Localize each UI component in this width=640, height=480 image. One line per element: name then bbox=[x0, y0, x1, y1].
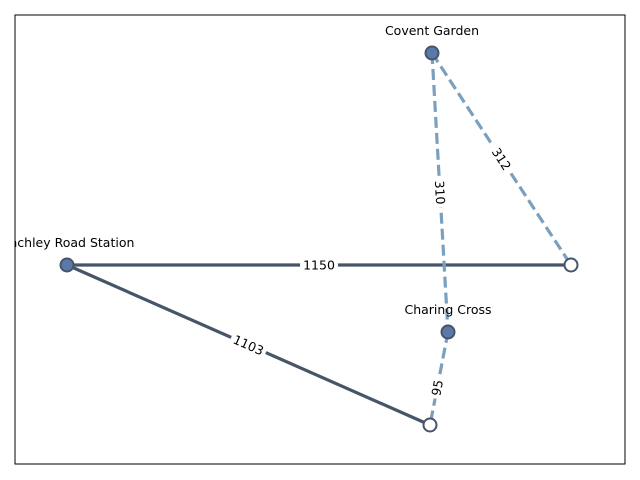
node-label-finchley-road-station: Finchley Road Station bbox=[0, 235, 134, 250]
edges-layer bbox=[66, 52, 573, 427]
edge-labels-layer: 1150 1103 310 312 95 bbox=[227, 141, 517, 401]
edge-label-background bbox=[300, 256, 338, 274]
nodes-layer bbox=[59, 45, 579, 433]
edge-label-310: 310 bbox=[432, 180, 448, 205]
edge-label-group: 1150 bbox=[300, 256, 338, 274]
node-charing bbox=[440, 324, 456, 340]
edge-covent-east bbox=[430, 52, 573, 266]
edge-label-group: 1103 bbox=[227, 329, 270, 361]
node-covent bbox=[424, 45, 440, 61]
edge-label-group: 310 bbox=[430, 177, 450, 208]
node-south bbox=[422, 417, 438, 433]
node-labels-layer: Covent Garden Finchley Road Station Charin… bbox=[0, 23, 492, 317]
node-label-covent-garden: Covent Garden bbox=[385, 23, 479, 38]
edge-label-1103: 1103 bbox=[231, 332, 266, 359]
edge-label-1150: 1150 bbox=[303, 258, 335, 273]
plot-frame bbox=[14, 14, 626, 465]
node-east bbox=[563, 257, 579, 273]
edge-label-background bbox=[426, 375, 448, 401]
edge-label-group: 312 bbox=[486, 141, 517, 177]
node-finchley bbox=[59, 257, 75, 273]
node-label-charing-cross: Charing Cross bbox=[404, 302, 491, 317]
edge-label-background bbox=[227, 329, 270, 361]
edge-label-group: 95 bbox=[426, 375, 448, 401]
edge-covent-charing bbox=[430, 52, 450, 333]
edge-label-95: 95 bbox=[428, 379, 446, 397]
edge-label-background bbox=[430, 177, 450, 208]
edge-label-background bbox=[486, 141, 517, 177]
